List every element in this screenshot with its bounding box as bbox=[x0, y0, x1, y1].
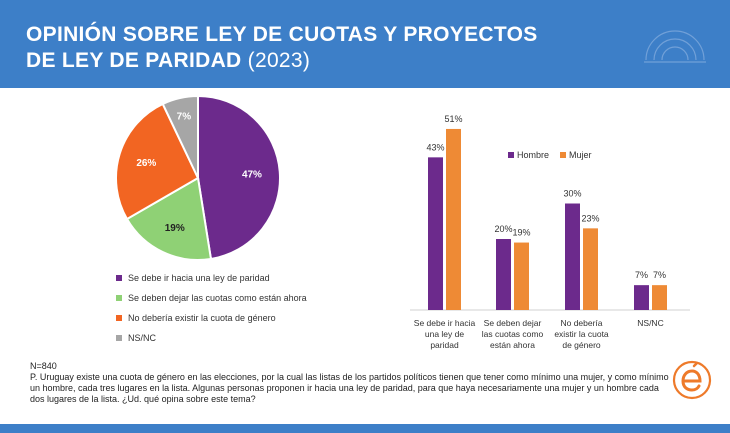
pie-data-label: 19% bbox=[165, 223, 185, 234]
pie-legend-label: Se deben dejar las cuotas como están aho… bbox=[128, 293, 307, 303]
x-tick-label: No debería existir la cuota de género bbox=[554, 318, 609, 350]
pie-data-label: 47% bbox=[242, 170, 262, 181]
pie-legend-label: Se debe ir hacia una ley de paridad bbox=[128, 273, 270, 283]
title-year: (2023) bbox=[247, 49, 311, 72]
bar-mujer-1 bbox=[514, 242, 529, 310]
brand-logo-icon bbox=[672, 360, 712, 400]
legend-label-mujer: Mujer bbox=[569, 150, 592, 160]
pie-slice-no-cuota bbox=[115, 102, 200, 221]
title-line-1: OPINIÓN SOBRE LEY DE CUOTAS Y PROYECTOS bbox=[26, 23, 538, 46]
bar-data-label: 23% bbox=[581, 213, 599, 223]
legend-swatch-nsnc bbox=[116, 335, 122, 341]
pie-slice-nsnc bbox=[161, 94, 199, 179]
sample-size: N=840 bbox=[30, 361, 57, 371]
bar-chart: 43% 20% 30% 7% 51% 19% 23% 7% Se debe ir hacia un… bbox=[410, 114, 690, 350]
bar-hombre-2 bbox=[565, 203, 580, 310]
bar-data-label: 19% bbox=[512, 228, 530, 238]
survey-question: P. Uruguay existe una cuota de género en… bbox=[30, 372, 669, 404]
parliament-icon bbox=[644, 30, 706, 63]
bar-data-label: 43% bbox=[426, 142, 444, 152]
pie-data-label: 26% bbox=[136, 158, 156, 169]
x-tick-label: Se deben dejar las cuotas como están ahora bbox=[482, 318, 544, 350]
legend-swatch-no-cuota bbox=[116, 315, 122, 321]
pie-legend-item-no-cuota: No debería existir la cuota de género bbox=[116, 308, 307, 328]
pie-legend-item-nsnc: NS/NC bbox=[116, 328, 307, 348]
bar-mujer-2 bbox=[583, 228, 598, 310]
pie-legend-label: NS/NC bbox=[128, 333, 157, 343]
legend-swatch-hombre bbox=[508, 152, 514, 158]
pie-slice-paridad bbox=[197, 94, 281, 261]
pie-legend-label: No debería existir la cuota de género bbox=[128, 313, 276, 323]
legend-swatch-cuotas bbox=[116, 295, 122, 301]
legend-label-hombre: Hombre bbox=[517, 150, 549, 160]
bar-hombre-0 bbox=[428, 157, 443, 310]
pie-legend-item-cuotas: Se deben dejar las cuotas como están aho… bbox=[116, 288, 307, 308]
legend-swatch-paridad bbox=[116, 275, 122, 281]
pie-data-label: 7% bbox=[177, 112, 192, 123]
x-tick-label: Se debe ir hacia una ley de paridad bbox=[414, 318, 476, 350]
bar-data-label: 20% bbox=[494, 224, 512, 234]
footer-band bbox=[0, 424, 730, 433]
bar-data-label: 7% bbox=[653, 270, 666, 280]
bar-data-label: 30% bbox=[563, 189, 581, 199]
page-title: OPINIÓN SOBRE LEY DE CUOTAS Y PROYECTOS … bbox=[26, 22, 538, 74]
bar-mujer-3 bbox=[652, 285, 667, 310]
bar-data-label: 51% bbox=[444, 114, 462, 124]
pie-chart: 47% 19% 26% 7% bbox=[115, 94, 281, 261]
legend-swatch-mujer bbox=[560, 152, 566, 158]
pie-legend-item-paridad: Se debe ir hacia una ley de paridad bbox=[116, 268, 307, 288]
bar-data-label: 7% bbox=[635, 270, 648, 280]
header-banner: OPINIÓN SOBRE LEY DE CUOTAS Y PROYECTOS … bbox=[0, 0, 730, 88]
pie-slice-cuotas bbox=[125, 176, 213, 261]
title-line-2: DE LEY DE PARIDAD bbox=[26, 49, 242, 72]
pie-legend: Se debe ir hacia una ley de paridad Se d… bbox=[116, 268, 307, 348]
x-tick-label: NS/NC bbox=[637, 318, 663, 328]
bar-mujer-0 bbox=[446, 128, 461, 310]
bar-hombre-1 bbox=[496, 239, 511, 310]
bar-hombre-3 bbox=[634, 285, 649, 310]
footnote: N=840 P. Uruguay existe una cuota de gén… bbox=[30, 361, 670, 405]
